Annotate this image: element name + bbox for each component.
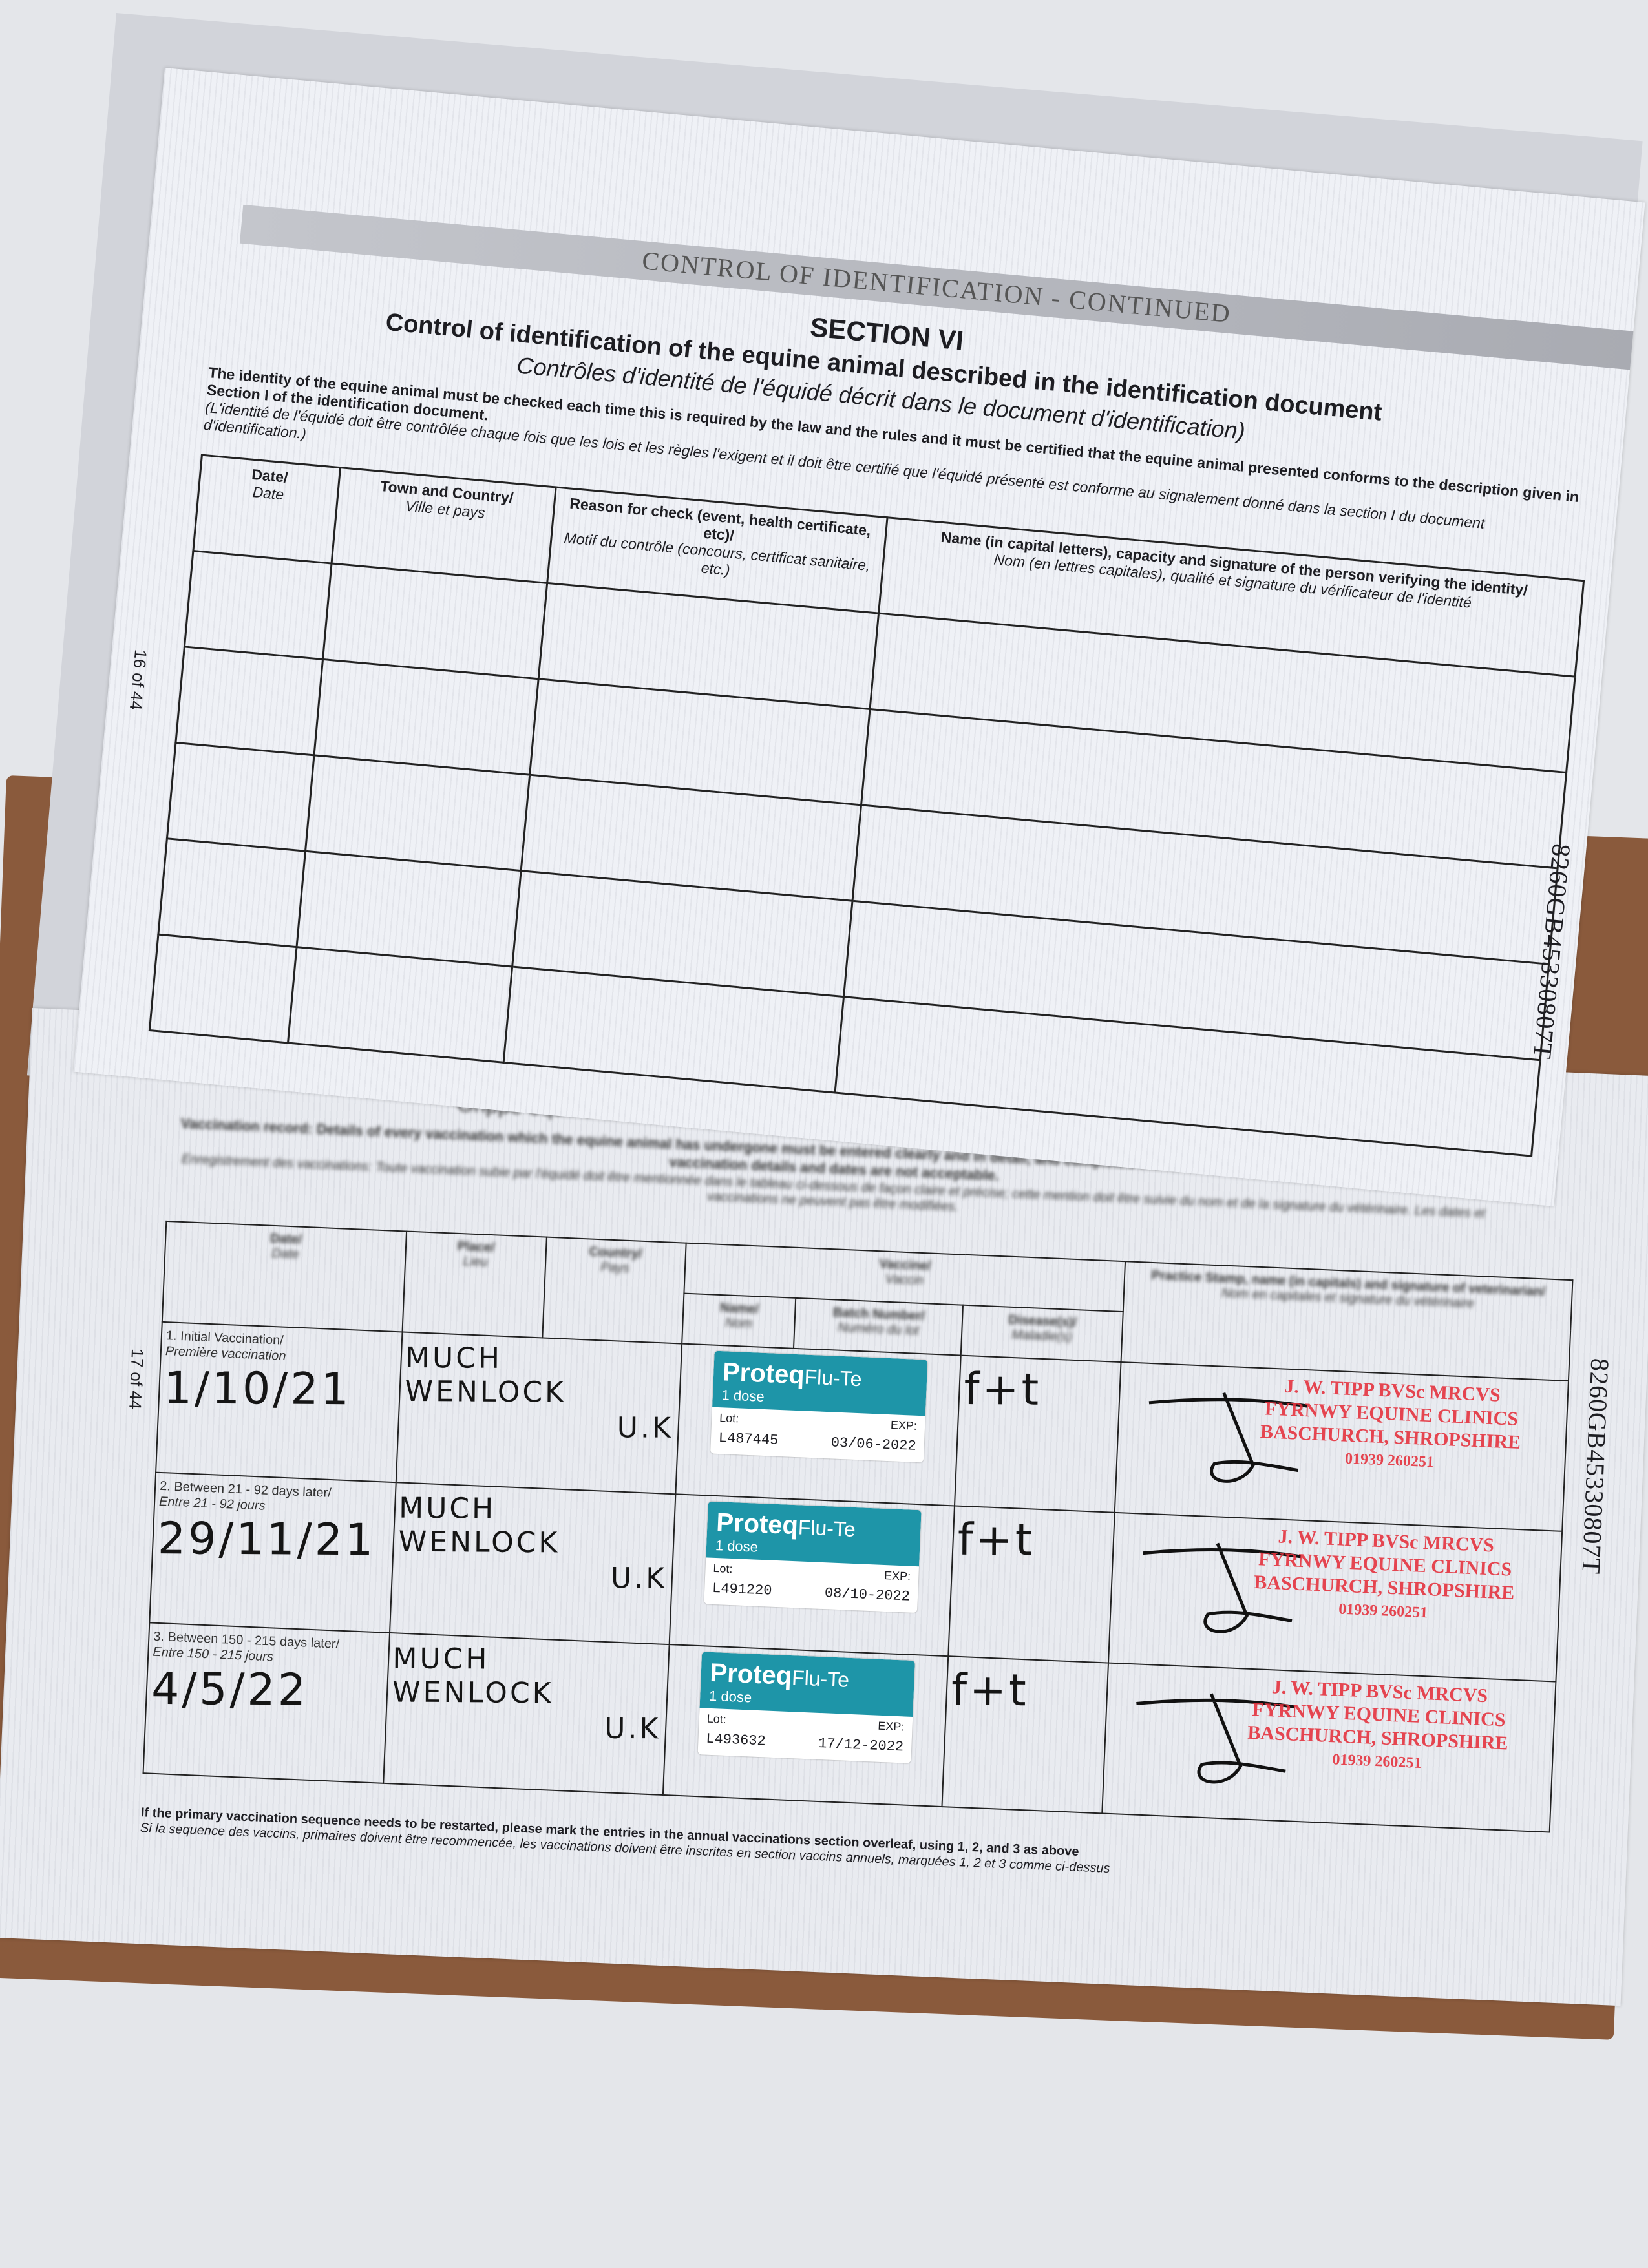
restart-note: If the primary vaccination sequence need…	[140, 1805, 1111, 1876]
vaccine-sticker: ProteqFlu-Te 1 dose Lot: EXP: L491220 08/1…	[704, 1501, 922, 1613]
date-cell: 3. Between 150 - 215 days later/ Entre 1…	[143, 1622, 390, 1783]
col-date: Date/Date	[193, 455, 341, 564]
stamp-cell: J. W. TIPP BVSc MRCVS FYRNWY EQUINE CLINI…	[1102, 1663, 1556, 1832]
practice-stamp: J. W. TIPP BVSc MRCVS FYRNWY EQUINE CLINI…	[1253, 1526, 1515, 1622]
stamp-cell: J. W. TIPP BVSc MRCVS FYRNWY EQUINE CLINI…	[1114, 1362, 1569, 1531]
col-batch: Batch Number/Numéro du lot	[794, 1297, 964, 1356]
vaccination-row: 3. Between 150 - 215 days later/ Entre 1…	[143, 1622, 1556, 1832]
vaccine-sticker: ProteqFlu-Te 1 dose Lot: EXP: L487445 03/0…	[710, 1350, 928, 1463]
page-number: 16 of 44	[125, 649, 151, 711]
vaccine-product: Flu-Te	[798, 1515, 856, 1542]
exp-label: EXP:	[878, 1719, 905, 1734]
expiry-date: 08/10-2022	[824, 1585, 911, 1605]
col-date: Date/Date	[162, 1221, 407, 1332]
stamp-cell: J. W. TIPP BVSc MRCVS FYRNWY EQUINE CLINI…	[1108, 1512, 1563, 1682]
vaccine-cell: ProteqFlu-Te 1 dose Lot: EXP: L493632 17/1…	[662, 1644, 949, 1807]
vaccination-date: 29/11/21	[157, 1513, 376, 1566]
exp-label: EXP:	[890, 1418, 918, 1433]
practice-stamp: J. W. TIPP BVSc MRCVS FYRNWY EQUINE CLINI…	[1260, 1375, 1521, 1471]
practice-stamp: J. W. TIPP BVSc MRCVS FYRNWY EQUINE CLINI…	[1247, 1676, 1509, 1772]
lot-label: Lot:	[713, 1561, 733, 1576]
vaccine-brand: Proteq	[722, 1358, 805, 1390]
page-number: 17 of 44	[125, 1348, 148, 1410]
vaccination-country: U.K	[604, 1712, 661, 1746]
vaccination-date: 1/10/21	[164, 1363, 352, 1416]
vaccination-place: MUCH WENLOCK	[405, 1341, 567, 1409]
vaccine-product: Flu-Te	[791, 1666, 850, 1692]
document-id: 8260GB45330807T	[1576, 1358, 1615, 1575]
vaccine-brand: Proteq	[709, 1658, 793, 1691]
expiry-date: 03/06-2022	[830, 1434, 917, 1454]
col-vaccine-name: Name/Nom	[681, 1293, 796, 1349]
batch-number: L487445	[718, 1430, 779, 1449]
vaccine-sticker: ProteqFlu-Te 1 dose Lot: EXP: L493632 17/1…	[697, 1652, 915, 1763]
disease: f+t	[951, 1664, 1029, 1717]
vaccine-brand: Proteq	[715, 1508, 799, 1540]
vaccination-place: MUCH WENLOCK	[392, 1642, 555, 1710]
identity-check-table: Date/Date Town and Country/Ville et pays…	[149, 454, 1585, 1157]
col-place: Place/Lieu	[402, 1231, 547, 1338]
date-cell: 2. Between 21 - 92 days later/ Entre 21 …	[149, 1472, 397, 1633]
lot-label: Lot:	[706, 1712, 727, 1726]
expiry-date: 17/12-2022	[818, 1735, 904, 1756]
vet-signature	[1142, 1542, 1302, 1633]
disease-cell: f+t	[954, 1355, 1121, 1513]
disease-cell: f+t	[942, 1656, 1108, 1814]
place-country-cell: MUCH WENLOCK U.K	[383, 1633, 670, 1795]
vaccination-place: MUCH WENLOCK	[399, 1491, 560, 1560]
vaccine-cell: ProteqFlu-Te 1 dose Lot: EXP: L487445 03/0…	[675, 1343, 961, 1506]
vaccination-country: U.K	[617, 1411, 674, 1445]
vaccination-table: Date/Date Place/Lieu Country/Pays Vaccin…	[143, 1221, 1574, 1833]
disease: f+t	[964, 1363, 1042, 1416]
page-17: Equine influenza only or equine influenz…	[0, 1008, 1648, 2006]
col-country: Country/Pays	[542, 1237, 686, 1344]
batch-number: L493632	[705, 1730, 766, 1750]
vaccination-row: 2. Between 21 - 92 days later/ Entre 21 …	[149, 1472, 1563, 1682]
vaccination-row: 1. Initial Vaccination/ Première vaccina…	[156, 1321, 1569, 1531]
col-town-country: Town and Country/Ville et pays	[332, 467, 556, 583]
vet-signature	[1148, 1392, 1308, 1483]
place-country-cell: MUCH WENLOCK U.K	[390, 1482, 676, 1645]
lot-label: Lot:	[719, 1411, 739, 1425]
vet-signature	[1136, 1693, 1295, 1784]
disease-cell: f+t	[948, 1506, 1115, 1663]
disease: f+t	[957, 1514, 1035, 1566]
vaccine-product: Flu-Te	[803, 1365, 863, 1391]
vaccination-date: 4/5/22	[151, 1663, 309, 1716]
vaccine-cell: ProteqFlu-Te 1 dose Lot: EXP: L491220 08/1…	[669, 1494, 955, 1657]
vaccination-country: U.K	[611, 1562, 668, 1595]
page-16: CONTROL OF IDENTIFICATION - CONTINUED SE…	[73, 68, 1645, 1207]
col-stamp: Practice Stamp, name (in capitals) and s…	[1121, 1261, 1573, 1381]
date-cell: 1. Initial Vaccination/ Première vaccina…	[156, 1321, 403, 1483]
exp-label: EXP:	[883, 1568, 911, 1583]
place-country-cell: MUCH WENLOCK U.K	[396, 1332, 682, 1495]
col-disease: Disease(s)/Maladie(s)	[960, 1305, 1123, 1363]
batch-number: L491220	[712, 1580, 772, 1599]
